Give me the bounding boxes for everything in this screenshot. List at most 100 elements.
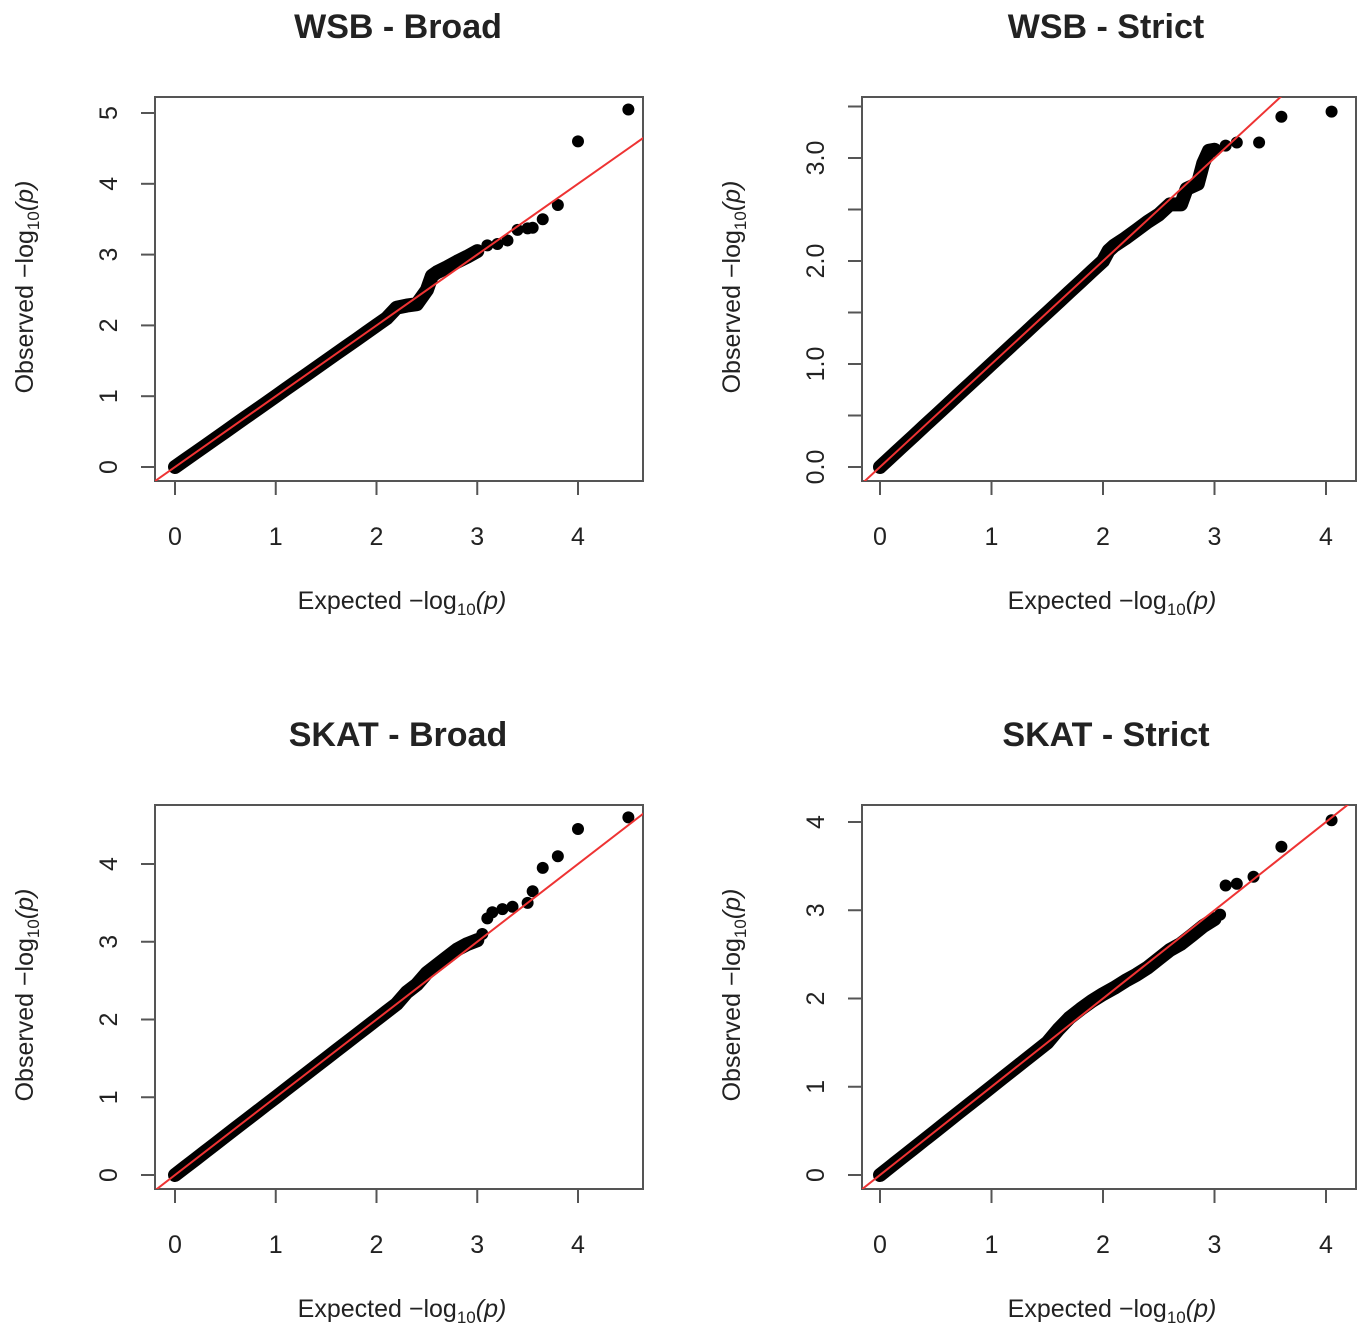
x-tick-label: 1 <box>269 523 283 551</box>
x-tick-label: 2 <box>370 523 384 551</box>
qq-point <box>501 234 514 247</box>
x-axis-label: Expected −log10(p) <box>1008 1295 1217 1327</box>
y-tick-label: 2 <box>95 318 123 332</box>
y-tick-label: 5 <box>95 106 123 120</box>
qq-point <box>441 261 454 274</box>
y-axis-label: Observed −log10(p) <box>11 181 43 394</box>
y-tick-label: 1 <box>95 389 123 403</box>
x-tick-label: 2 <box>1096 523 1110 551</box>
qq-point <box>1085 995 1098 1008</box>
qq-point <box>1141 215 1154 228</box>
qq-point <box>486 906 499 919</box>
axis-label-subscript: 10 <box>1167 600 1186 619</box>
x-tick-label: 3 <box>470 523 484 551</box>
axis-label-prefix: Expected <box>1008 1295 1119 1323</box>
y-tick-label: 3 <box>95 248 123 262</box>
y-tick-label: 4 <box>95 177 123 191</box>
qq-point <box>506 900 519 913</box>
chart-title: WSB - Strict <box>1008 8 1204 46</box>
qq-point <box>1119 232 1132 245</box>
qq-point <box>526 221 539 234</box>
qq-point <box>1130 968 1143 981</box>
y-tick-label: 2.0 <box>802 244 830 279</box>
axis-label-log: −log <box>409 587 457 615</box>
axis-label-variable: (p) <box>476 1295 507 1323</box>
x-tick-label: 3 <box>1208 523 1222 551</box>
y-tick-label: 0 <box>95 1168 123 1182</box>
qq-point <box>536 213 549 226</box>
axis-label-log: −log <box>1119 1295 1167 1323</box>
y-tick-label: 4 <box>95 857 123 871</box>
y-tick-label: 2 <box>802 992 830 1006</box>
axis-label-prefix: Expected <box>298 1295 409 1323</box>
y-tick-label: 3 <box>95 935 123 949</box>
qq-point <box>390 301 403 314</box>
y-tick-label: 4 <box>802 815 830 829</box>
qq-point <box>410 298 423 311</box>
axis-label-variable: (p) <box>11 181 39 212</box>
x-tick-label: 4 <box>571 523 585 551</box>
y-tick-label: 0.0 <box>802 450 830 485</box>
qq-point <box>400 986 413 999</box>
y-tick-label: 3 <box>802 903 830 917</box>
qq-point <box>1175 198 1188 211</box>
chart-title: SKAT - Strict <box>1002 716 1209 754</box>
qq-point <box>1063 1011 1076 1024</box>
y-tick-label: 1.0 <box>802 347 830 382</box>
y-tick-label: 0 <box>95 460 123 474</box>
qq-point <box>1214 908 1227 921</box>
qq-point <box>1219 879 1232 892</box>
axis-label-subscript: 10 <box>731 919 750 938</box>
chart-title: WSB - Broad <box>294 8 502 46</box>
qq-point <box>496 903 509 916</box>
qq-point <box>481 239 494 252</box>
axis-label-log: −log <box>718 938 746 986</box>
qq-point <box>526 885 539 898</box>
x-axis-label: Expected −log10(p) <box>298 1295 507 1327</box>
axis-label-log: −log <box>11 230 39 278</box>
qq-point <box>430 266 443 279</box>
axis-label-log: −log <box>718 230 746 278</box>
qq-point <box>451 255 464 268</box>
qq-point <box>1247 870 1260 883</box>
x-axis-label: Expected −log10(p) <box>298 587 507 619</box>
y-axis-label: Observed −log10(p) <box>718 889 750 1102</box>
qq-point <box>1275 110 1288 123</box>
axis-label-variable: (p) <box>1186 1295 1217 1323</box>
y-tick-label: 1 <box>802 1080 830 1094</box>
axis-label-subscript: 10 <box>24 919 43 938</box>
reference-line <box>862 805 1350 1189</box>
qq-point <box>622 811 635 824</box>
axis-label-prefix: Expected <box>1008 587 1119 615</box>
y-axis-label: Observed −log10(p) <box>718 181 750 394</box>
qq-point <box>1325 814 1338 827</box>
reference-line <box>155 136 643 481</box>
axis-label-variable: (p) <box>1186 587 1217 615</box>
x-tick-label: 0 <box>873 1231 887 1259</box>
qq-point <box>1186 928 1199 941</box>
y-tick-label: 1 <box>95 1090 123 1104</box>
reference-line <box>155 812 643 1189</box>
qq-point <box>420 966 433 979</box>
x-tick-label: 3 <box>470 1231 484 1259</box>
qq-point <box>1074 1003 1087 1016</box>
qq-point <box>471 245 484 258</box>
qq-point <box>476 927 489 940</box>
qq-point <box>1253 136 1266 149</box>
axis-label-variable: (p) <box>476 587 507 615</box>
x-tick-label: 1 <box>985 1231 999 1259</box>
qq-point <box>451 943 464 956</box>
axis-label-subscript: 10 <box>24 211 43 230</box>
qq-point <box>1175 937 1188 950</box>
axis-label-prefix: Observed <box>718 986 746 1101</box>
qq-point <box>551 850 564 863</box>
qq-point <box>572 823 584 836</box>
axis-label-variable: (p) <box>11 889 39 920</box>
axis-label-subscript: 10 <box>731 211 750 230</box>
qq-point <box>1219 139 1232 152</box>
x-tick-label: 4 <box>571 1231 585 1259</box>
qq-point <box>572 135 584 148</box>
